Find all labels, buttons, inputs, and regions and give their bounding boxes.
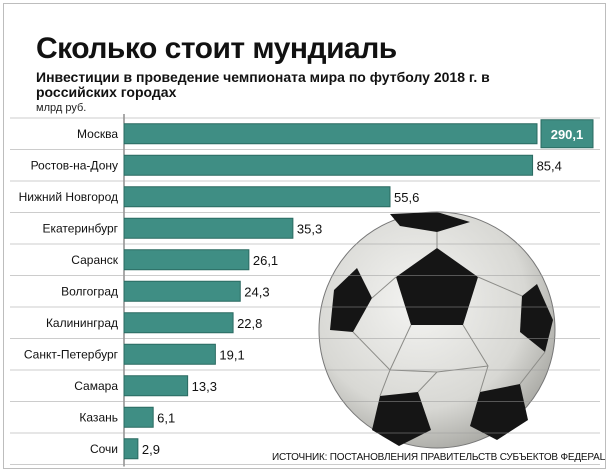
- bar-2: [123, 186, 391, 208]
- category-label: Саранск: [71, 253, 118, 267]
- value-label: 19,1: [219, 347, 244, 362]
- category-label: Самара: [74, 379, 118, 393]
- bar-4: [123, 249, 250, 271]
- page-title: Сколько стоит мундиаль: [36, 32, 397, 65]
- bar-7: [123, 343, 216, 365]
- category-label: Казань: [79, 410, 118, 424]
- football-illustration: [318, 211, 556, 449]
- value-label: 2,9: [142, 442, 160, 457]
- value-label: 13,3: [192, 379, 217, 394]
- category-label: Сочи: [90, 442, 118, 456]
- category-labels: Москва Ростов-на-Дону Нижний Новгород Екате…: [19, 127, 119, 456]
- infographic-frame: Сколько стоит мундиаль Инвестиции в пров…: [3, 3, 606, 469]
- value-label: 85,4: [537, 158, 562, 173]
- category-label: Москва: [77, 127, 118, 141]
- value-label: 24,3: [244, 284, 269, 299]
- value-label: 55,6: [394, 190, 419, 205]
- value-label: 26,1: [253, 253, 278, 268]
- category-label: Волгоград: [61, 284, 118, 298]
- bars-group: [123, 123, 538, 460]
- bar-0: [123, 123, 538, 145]
- value-label: 6,1: [157, 410, 175, 425]
- bar-8: [123, 375, 189, 397]
- category-label: Ростов-на-Дону: [31, 158, 118, 172]
- category-label: Екатеринбург: [43, 221, 119, 235]
- bar-3: [123, 217, 294, 239]
- value-labels: 290,1 85,4 55,6 35,3 26,1 24,3 22,8 19,1 13,3 6,1…: [142, 119, 594, 457]
- category-label: Нижний Новгород: [19, 190, 118, 204]
- source-note: ИСТОЧНИК: ПОСТАНОВЛЕНИЯ ПРАВИТЕЛЬСТВ СУБ…: [272, 452, 606, 463]
- unit-label: млрд руб.: [36, 102, 87, 114]
- value-label: 35,3: [297, 221, 322, 236]
- value-badge: [540, 119, 594, 149]
- bar-1: [123, 154, 534, 176]
- category-label: Калининград: [46, 316, 118, 330]
- category-label: Санкт-Петербург: [24, 347, 119, 361]
- bar-6: [123, 312, 234, 334]
- bar-10: [123, 438, 139, 460]
- value-label: 290,1: [551, 127, 584, 142]
- bar-5: [123, 280, 241, 302]
- chart-subtitle: Инвестиции в проведение чемпионата мира …: [36, 69, 490, 100]
- bar-9: [123, 406, 154, 428]
- value-label: 22,8: [237, 316, 262, 331]
